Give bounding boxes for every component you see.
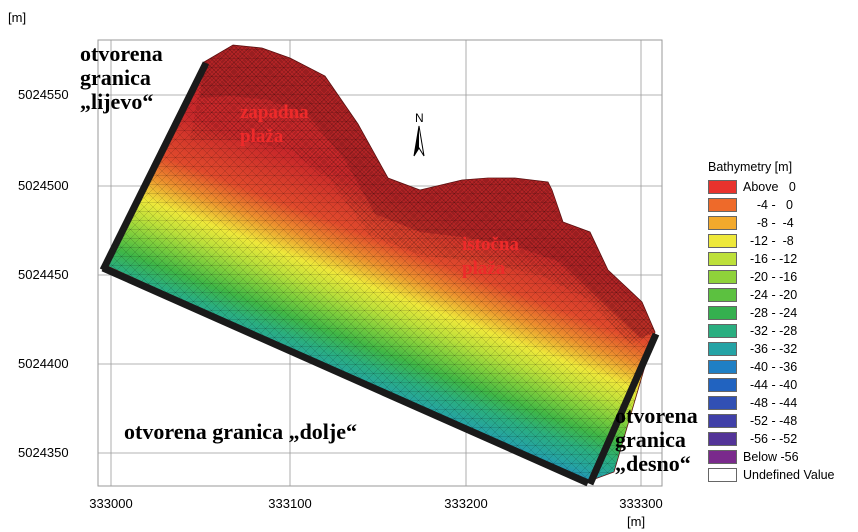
x-tick-label: 333000 xyxy=(89,496,133,511)
legend-row: -28 - -24 xyxy=(708,304,835,322)
legend-items: Above 0 -4 - 0 -8 - -4 -12 - -8 -16 - -1… xyxy=(708,178,835,484)
boundary-right-label: otvorena granica „desno“ xyxy=(615,403,698,476)
x-tick-label: 333100 xyxy=(268,496,312,511)
legend-row: -4 - 0 xyxy=(708,196,835,214)
y-axis-unit: [m] xyxy=(8,10,27,25)
legend-row: -44 - -40 xyxy=(708,376,835,394)
legend-label: -48 - -44 xyxy=(743,396,798,410)
legend-row: -32 - -28 xyxy=(708,322,835,340)
boundary-bottom-label: otvorena granica „dolje“ xyxy=(124,419,358,444)
legend-swatch xyxy=(708,360,737,374)
legend-swatch xyxy=(708,288,737,302)
legend-label: -20 - -16 xyxy=(743,270,798,284)
y-tick-label: 5024400 xyxy=(18,356,69,371)
y-tick-label: 5024500 xyxy=(18,178,69,193)
legend-row: Above 0 xyxy=(708,178,835,196)
legend-row: Below -56 xyxy=(708,448,835,466)
legend-row: -48 - -44 xyxy=(708,394,835,412)
legend-label: -12 - -8 xyxy=(743,234,794,248)
legend-row: -16 - -12 xyxy=(708,250,835,268)
x-tick-label: 333200 xyxy=(444,496,488,511)
legend-row: -56 - -52 xyxy=(708,430,835,448)
legend-swatch xyxy=(708,468,737,482)
legend-title: Bathymetry [m] xyxy=(708,160,793,174)
x-axis-unit: [m] xyxy=(627,514,646,529)
legend-swatch xyxy=(708,180,737,194)
legend-swatch xyxy=(708,234,737,248)
legend-label: -40 - -36 xyxy=(743,360,798,374)
legend-label: -32 - -28 xyxy=(743,324,798,338)
legend-label: Above 0 xyxy=(743,180,796,194)
open-boundary-bottom-line xyxy=(101,264,590,487)
y-tick-label: 5024450 xyxy=(18,267,69,282)
legend-swatch xyxy=(708,396,737,410)
legend-label: -56 - -52 xyxy=(743,432,798,446)
legend-row: -24 - -20 xyxy=(708,286,835,304)
legend-swatch xyxy=(708,414,737,428)
legend-label: -36 - -32 xyxy=(743,342,798,356)
north-arrow-label: N xyxy=(415,111,424,125)
boundary-left-label: otvorena granica „lijevo“ xyxy=(80,41,163,114)
legend-swatch xyxy=(708,378,737,392)
west-beach-label: zapadna plaža xyxy=(240,102,309,147)
legend-label: -4 - 0 xyxy=(743,198,794,212)
legend-swatch xyxy=(708,432,737,446)
open-boundary-left-line xyxy=(99,61,210,272)
legend-label: -8 - -4 xyxy=(743,216,794,230)
legend-row: -12 - -8 xyxy=(708,232,835,250)
east-beach-label: istočna plaža xyxy=(462,234,519,279)
legend-label: Below -56 xyxy=(743,450,799,464)
y-tick-label: 5024350 xyxy=(18,445,69,460)
bathymetry-legend: Bathymetry [m] Above 0 -4 - 0 -8 - -4 -1… xyxy=(708,160,835,484)
north-arrow-icon: N xyxy=(413,111,425,157)
legend-swatch xyxy=(708,216,737,230)
legend-swatch xyxy=(708,306,737,320)
x-tick-label: 333300 xyxy=(619,496,663,511)
legend-label: -52 - -48 xyxy=(743,414,798,428)
legend-row: -36 - -32 xyxy=(708,340,835,358)
legend-swatch xyxy=(708,270,737,284)
north-arrow: N xyxy=(408,110,430,165)
open-boundary-right-line xyxy=(586,332,660,486)
legend-row: -40 - -36 xyxy=(708,358,835,376)
legend-row: Undefined Value xyxy=(708,466,835,484)
legend-swatch xyxy=(708,198,737,212)
legend-row: -52 - -48 xyxy=(708,412,835,430)
legend-swatch xyxy=(708,342,737,356)
legend-swatch xyxy=(708,450,737,464)
legend-row: -20 - -16 xyxy=(708,268,835,286)
legend-label: -24 - -20 xyxy=(743,288,798,302)
legend-label: -28 - -24 xyxy=(743,306,798,320)
legend-label: -44 - -40 xyxy=(743,378,798,392)
legend-label: Undefined Value xyxy=(743,468,835,482)
legend-swatch xyxy=(708,324,737,338)
legend-swatch xyxy=(708,252,737,266)
legend-label: -16 - -12 xyxy=(743,252,798,266)
y-tick-label: 5024550 xyxy=(18,87,69,102)
legend-row: -8 - -4 xyxy=(708,214,835,232)
